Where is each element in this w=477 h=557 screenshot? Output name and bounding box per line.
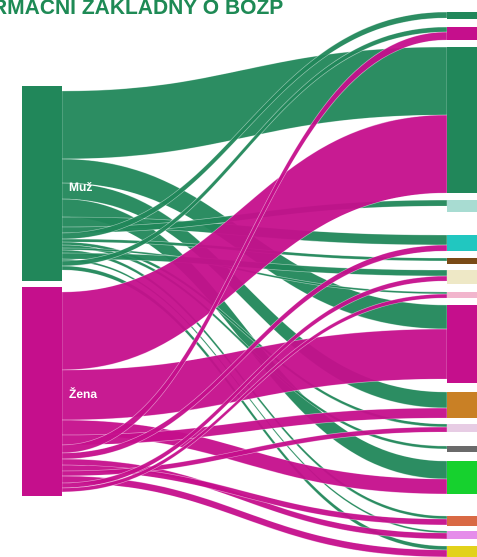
target-node — [447, 47, 477, 193]
target-node — [447, 270, 477, 284]
source-labels: Muž Žena — [69, 180, 97, 401]
diagram-title: RMAČNÍ ZÁKLADNY O BOZP — [0, 0, 284, 19]
target-node — [447, 258, 477, 264]
target-node — [447, 424, 477, 432]
source-nodes — [22, 86, 62, 496]
target-node — [447, 235, 477, 251]
target-node — [447, 200, 477, 212]
target-node — [447, 292, 477, 298]
target-node — [447, 305, 477, 383]
target-node — [447, 531, 477, 539]
target-node — [447, 546, 477, 557]
target-node — [447, 12, 477, 19]
women-flow-link — [61, 475, 448, 557]
target-node — [447, 27, 477, 40]
target-node — [447, 446, 477, 452]
target-node — [447, 516, 477, 526]
flow-links — [61, 11, 448, 557]
men-source-node — [22, 86, 62, 281]
target-node — [447, 461, 477, 494]
target-node — [447, 392, 477, 418]
women-source-node — [22, 287, 62, 496]
men-source-label: Muž — [69, 180, 92, 194]
target-nodes — [447, 12, 477, 557]
women-source-label: Žena — [69, 386, 97, 401]
